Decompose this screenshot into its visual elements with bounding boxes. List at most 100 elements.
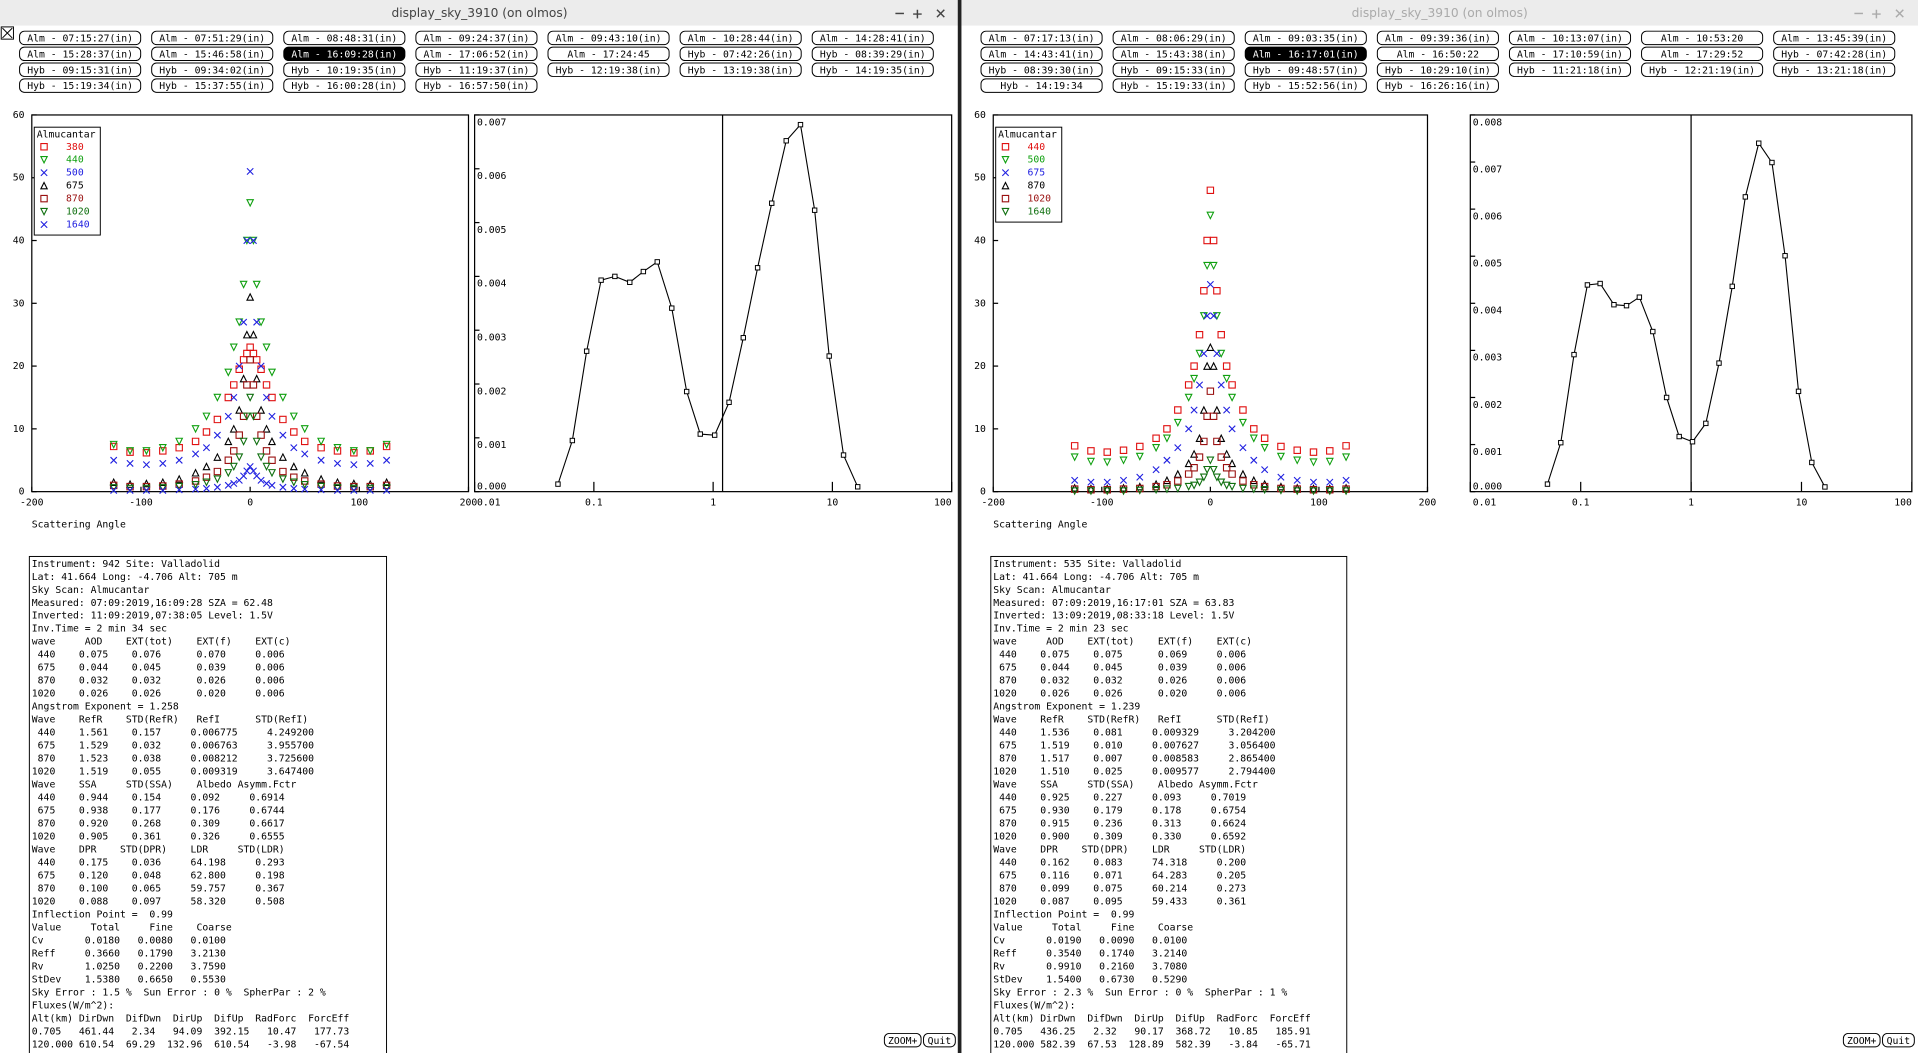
time-button-label[interactable]: Alm - 07:15:27(in) [27, 34, 133, 45]
quit-button[interactable] [923, 1032, 956, 1048]
close-icon[interactable] [936, 9, 945, 18]
time-button-label[interactable]: Alm - 13:45:39(in) [1781, 34, 1887, 45]
time-button[interactable] [1112, 30, 1235, 46]
time-button-label[interactable]: Hyb - 11:19:37(in) [424, 65, 530, 76]
time-button[interactable] [980, 78, 1103, 93]
zoom-button[interactable] [883, 1032, 922, 1048]
time-button-label[interactable]: Alm - 10:28:44(in) [688, 34, 794, 45]
time-button[interactable] [980, 62, 1103, 77]
time-button[interactable] [1376, 30, 1499, 46]
time-button-label[interactable]: Alm - 17:29:52 [1661, 49, 1743, 60]
window-controls[interactable] [1854, 9, 1904, 19]
time-button[interactable] [151, 78, 274, 93]
quit-button-label[interactable]: Quit [928, 1036, 952, 1047]
time-button[interactable] [811, 46, 934, 62]
time-button[interactable] [415, 78, 538, 93]
time-button[interactable] [1376, 78, 1499, 93]
time-button[interactable] [547, 62, 670, 77]
time-button[interactable] [811, 62, 934, 77]
time-button[interactable] [283, 30, 406, 46]
time-button[interactable] [1112, 78, 1235, 93]
time-button[interactable] [415, 30, 538, 46]
time-button[interactable] [1773, 62, 1896, 77]
time-button-label[interactable]: Hyb - 09:15:33(in) [1121, 65, 1227, 76]
close-icon[interactable] [1895, 9, 1904, 18]
time-button[interactable] [1508, 30, 1632, 46]
time-button[interactable] [679, 62, 802, 77]
time-button[interactable] [1641, 30, 1764, 46]
time-button[interactable] [1112, 46, 1235, 62]
time-button-label[interactable]: Hyb - 11:21:18(in) [1517, 65, 1623, 76]
time-button[interactable] [980, 46, 1103, 62]
time-button[interactable] [1508, 62, 1632, 77]
time-button-label[interactable]: Hyb - 16:00:28(in) [291, 81, 397, 92]
time-button-label[interactable]: Alm - 14:43:41(in) [989, 49, 1095, 60]
time-button[interactable] [679, 30, 802, 46]
time-button[interactable] [151, 30, 274, 46]
time-button-label[interactable]: Alm - 15:46:58(in) [159, 49, 265, 60]
time-button[interactable] [283, 78, 406, 93]
time-button[interactable] [415, 46, 538, 62]
zoom-button-label[interactable]: ZOOM+ [888, 1036, 918, 1047]
time-button[interactable] [1244, 30, 1367, 46]
time-button-label[interactable]: Hyb - 15:52:56(in) [1253, 81, 1359, 92]
quit-button-label[interactable]: Quit [1887, 1036, 1911, 1047]
time-button-label[interactable]: Hyb - 08:39:30(in) [989, 65, 1095, 76]
time-button[interactable] [1773, 46, 1896, 62]
time-button-label[interactable]: Hyb - 14:19:35(in) [820, 65, 926, 76]
time-button-label[interactable]: Hyb - 09:15:31(in) [27, 65, 133, 76]
maximize-icon[interactable] [1872, 9, 1881, 19]
time-button[interactable] [415, 62, 538, 77]
time-button[interactable] [1244, 46, 1367, 62]
time-button[interactable] [547, 30, 670, 46]
time-button-label[interactable]: Alm - 09:43:10(in) [556, 34, 662, 45]
time-button-label[interactable]: Hyb - 15:19:33(in) [1121, 81, 1227, 92]
time-button[interactable] [679, 46, 802, 62]
time-button[interactable] [1773, 30, 1896, 46]
time-button-label[interactable]: Hyb - 10:19:35(in) [291, 65, 397, 76]
time-button[interactable] [1244, 78, 1367, 93]
time-button-label[interactable]: Hyb - 09:48:57(in) [1253, 65, 1359, 76]
time-button-label[interactable]: Hyb - 16:57:50(in) [424, 81, 530, 92]
time-button-label[interactable]: Alm - 15:43:38(in) [1121, 49, 1227, 60]
time-button[interactable] [1641, 46, 1764, 62]
time-button-label[interactable]: Hyb - 12:21:19(in) [1649, 65, 1755, 76]
time-button[interactable] [547, 46, 670, 62]
time-button[interactable] [19, 30, 142, 46]
zoom-button-label[interactable]: ZOOM+ [1847, 1036, 1877, 1047]
time-button[interactable] [283, 46, 406, 62]
time-button-label[interactable]: Alm - 17:24:45 [567, 49, 649, 60]
time-button-label[interactable]: Hyb - 14:19:34 [1000, 81, 1082, 92]
time-button-label[interactable]: Alm - 14:28:41(in) [820, 34, 926, 45]
window-controls[interactable] [895, 9, 945, 19]
time-button-label[interactable]: Alm - 08:06:29(in) [1121, 34, 1227, 45]
time-button[interactable] [1641, 62, 1764, 77]
time-button-label[interactable]: Alm - 16:17:01(in) [1253, 49, 1359, 60]
time-button[interactable] [19, 46, 142, 62]
time-button-label[interactable]: Alm - 10:13:07(in) [1517, 34, 1623, 45]
time-button-label[interactable]: Alm - 09:03:35(in) [1253, 34, 1359, 45]
time-button-label[interactable]: Hyb - 15:37:55(in) [159, 81, 265, 92]
time-button[interactable] [19, 78, 142, 93]
time-button-label[interactable]: Alm - 17:06:52(in) [424, 49, 530, 60]
time-button[interactable] [151, 46, 274, 62]
time-button[interactable] [811, 30, 934, 46]
quit-button[interactable] [1882, 1032, 1915, 1048]
time-button-label[interactable]: Alm - 10:53:20 [1661, 34, 1743, 45]
time-button[interactable] [1508, 46, 1632, 62]
time-button[interactable] [19, 62, 142, 77]
time-button-label[interactable]: Alm - 07:51:29(in) [159, 34, 265, 45]
time-button-label[interactable]: Alm - 08:48:31(in) [291, 34, 397, 45]
time-button-label[interactable]: Alm - 07:17:13(in) [989, 34, 1095, 45]
time-button-label[interactable]: Alm - 17:10:59(in) [1517, 49, 1623, 60]
time-button-label[interactable]: Hyb - 08:39:29(in) [820, 49, 926, 60]
time-button[interactable] [1112, 62, 1235, 77]
time-button-label[interactable]: Hyb - 15:19:34(in) [27, 81, 133, 92]
time-button-label[interactable]: Hyb - 13:19:38(in) [688, 65, 794, 76]
time-button[interactable] [283, 62, 406, 77]
time-button[interactable] [980, 30, 1103, 46]
time-button-label[interactable]: Alm - 16:09:28(in) [291, 49, 397, 60]
time-button[interactable] [151, 62, 274, 77]
time-button-label[interactable]: Alm - 15:28:37(in) [27, 49, 133, 60]
time-button-label[interactable]: Hyb - 10:29:10(in) [1385, 65, 1491, 76]
